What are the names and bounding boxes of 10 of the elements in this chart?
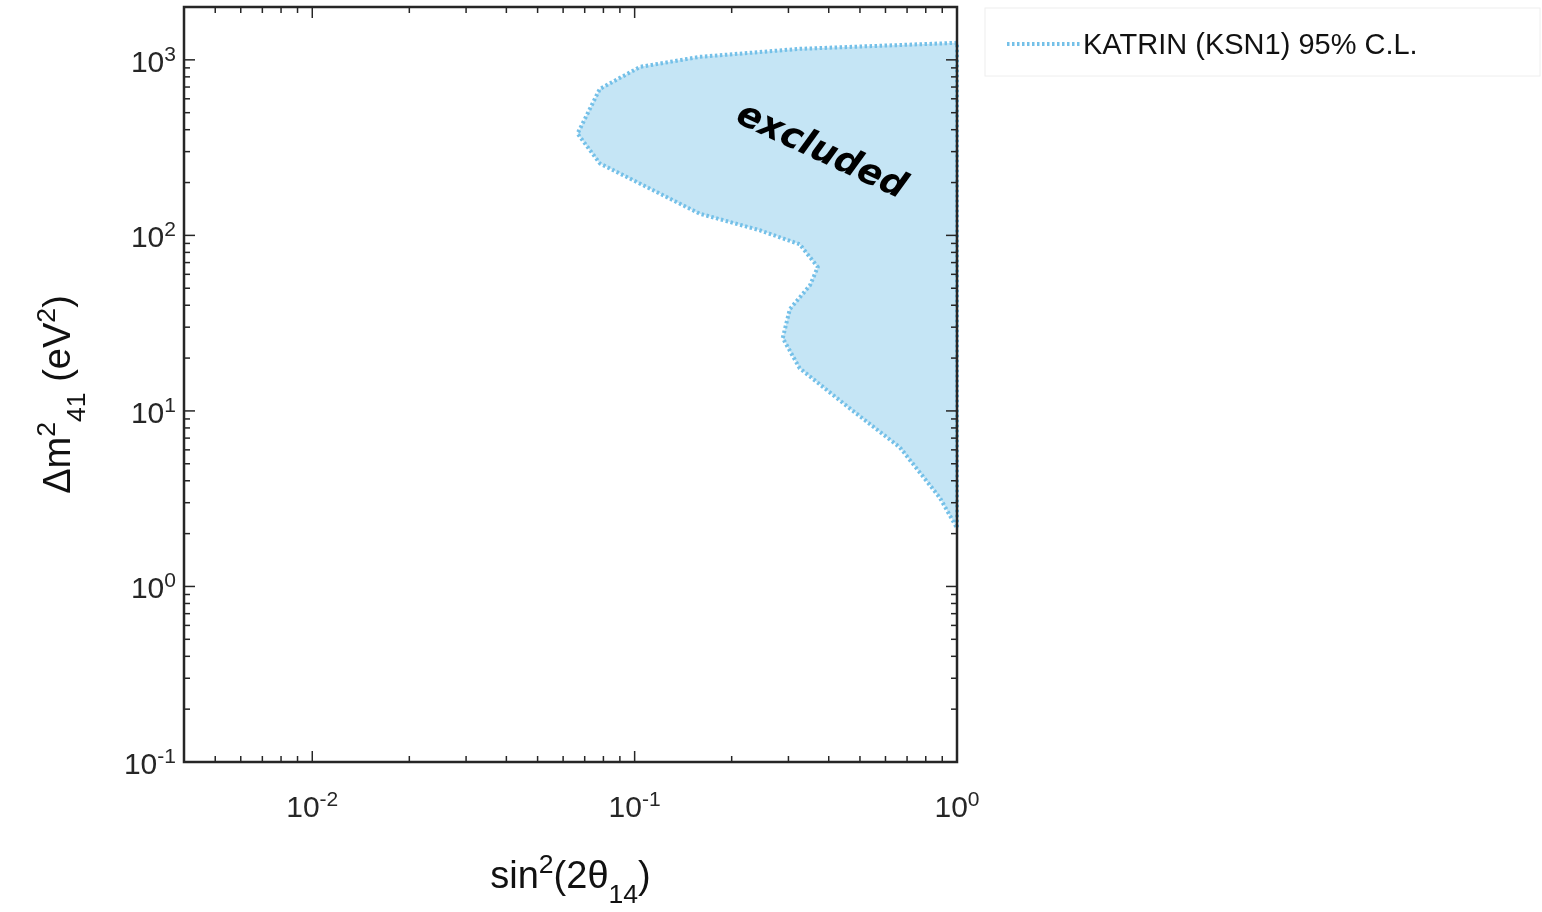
y-tick-label: 10$^{1}$ [130,392,176,429]
y-tick-label: 10$^{3}$ [130,41,176,78]
legend-label: KATRIN (KSN1) 95% C.L. [1083,28,1418,60]
x-axis-title: sin$^{2}$(2θ$_{14}$) [490,849,651,909]
y-tick-label: 10$^{-1}$ [123,743,176,780]
x-tick-label: 10$^{0}$ [934,786,980,823]
y-tick-label: 10$^{2}$ [130,216,176,254]
x-tick-label: 10$^{-1}$ [608,786,661,823]
x-tick-label: 10$^{-2}$ [286,786,339,823]
y-tick-label: 10$^{0}$ [130,567,176,605]
